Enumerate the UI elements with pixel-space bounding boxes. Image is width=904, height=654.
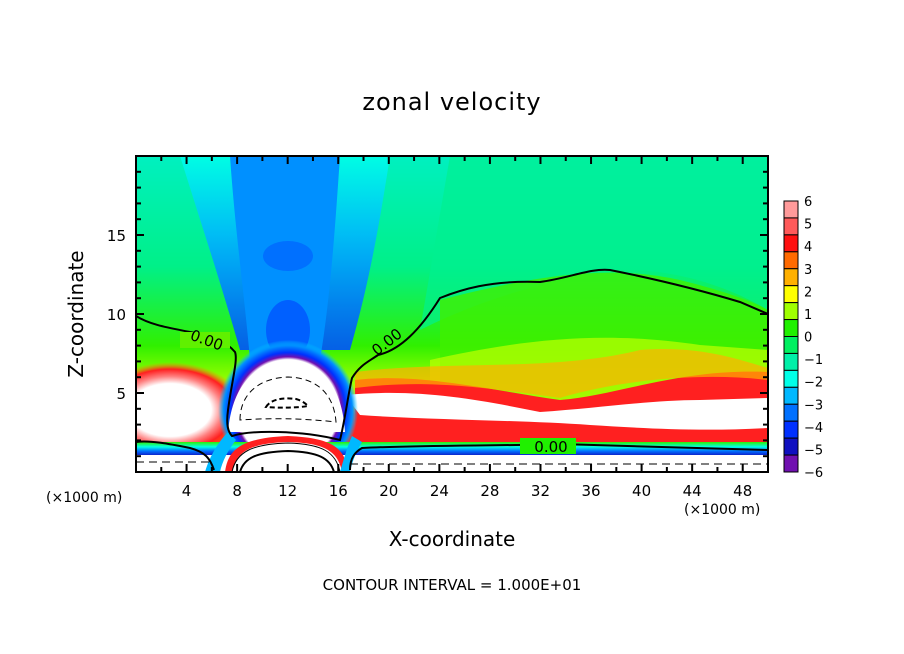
colorbar-swatch (783, 369, 799, 388)
contour-zero-left-bottom (136, 440, 215, 471)
colorbar-label: −2 (804, 376, 823, 391)
x-axis-ticks: 4 8 12 16 20 24 28 32 36 40 44 48 (160, 156, 752, 500)
x-tick-label: 12 (278, 482, 297, 500)
colorbar-swatch (783, 437, 799, 456)
contour-label-bg-1 (180, 332, 230, 348)
x-tick-label: 24 (430, 482, 449, 500)
contour-label-bg-3 (520, 438, 576, 454)
colorbar-label: 1 (804, 308, 812, 323)
field-region-dome-core (228, 362, 345, 432)
field-region-gap-right (340, 436, 362, 472)
contour-hill-inner (239, 449, 335, 472)
colorbar-swatch (783, 268, 799, 287)
x-tick-label: 48 (733, 482, 752, 500)
colorbar-label: −4 (804, 421, 823, 436)
colorbar-swatch (783, 251, 799, 270)
z-unit-label: (×1000 m) (46, 490, 123, 506)
colorbar: 6 5 4 3 2 1 0 −1 −2 −3 −4 −5 −6 (783, 195, 823, 481)
field-region-white-band (345, 392, 768, 430)
x-unit-label: (×1000 m) (684, 502, 761, 518)
colorbar-label: 3 (804, 263, 812, 278)
colorbar-label: −6 (804, 466, 823, 481)
colorbar-label: −5 (804, 443, 823, 458)
field-region-left-lobe (136, 362, 245, 458)
y-tick-label: 15 (107, 227, 126, 245)
x-axis-label: X-coordinate (388, 527, 516, 551)
x-tick-label: 36 (581, 482, 600, 500)
x-tick-label: 44 (683, 482, 702, 500)
contour-dome-outer (239, 376, 337, 423)
field-region-gap-left (205, 432, 236, 472)
colorbar-swatch (783, 454, 799, 473)
colorbar-swatch (783, 403, 799, 422)
y-tick-label: 5 (116, 385, 126, 403)
colorbar-swatch (783, 200, 799, 219)
field-region-jet-max-upper (263, 241, 313, 271)
colorbar-label: 2 (804, 285, 812, 300)
contour-label-3: 0.00 (534, 438, 567, 456)
x-tick-label: 32 (531, 482, 550, 500)
contour-zero-upper (136, 268, 768, 442)
x-tick-label: 8 (232, 482, 242, 500)
x-tick-label: 4 (182, 482, 192, 500)
field-layer (136, 156, 768, 472)
colorbar-label: −1 (804, 353, 823, 368)
colorbar-swatch (783, 302, 799, 321)
contour-zero-lower (349, 442, 768, 471)
x-tick-label: 20 (379, 482, 398, 500)
colorbar-swatch (783, 285, 799, 304)
contour-interval-note: CONTOUR INTERVAL = 1.000E+01 (322, 576, 582, 594)
colorbar-swatch (783, 420, 799, 439)
colorbar-swatch (783, 217, 799, 236)
colorbar-label: 6 (804, 195, 812, 210)
x-tick-label: 16 (329, 482, 348, 500)
field-region-hill-white (232, 442, 342, 472)
contour-dome-inner (264, 397, 311, 409)
colorbar-swatch (783, 319, 799, 337)
colorbar-label: 4 (804, 240, 812, 255)
colorbar-label: −3 (804, 398, 823, 413)
contour-hill-outer (231, 442, 341, 472)
colorbar-swatch (783, 352, 799, 371)
y-axis-ticks: 5 10 15 (107, 170, 768, 458)
x-tick-label: 28 (480, 482, 499, 500)
field-region-orange-band (355, 349, 768, 398)
chart-title: zonal velocity (362, 88, 542, 116)
colorbar-label: 5 (804, 218, 812, 233)
contour-bottom-dashed (136, 461, 768, 465)
colorbar-swatch (783, 234, 799, 253)
x-tick-label: 40 (632, 482, 651, 500)
colorbar-swatch (783, 386, 799, 405)
colorbar-label: 0 (804, 331, 812, 346)
colorbar-swatch (783, 336, 799, 354)
y-tick-label: 10 (107, 306, 126, 324)
